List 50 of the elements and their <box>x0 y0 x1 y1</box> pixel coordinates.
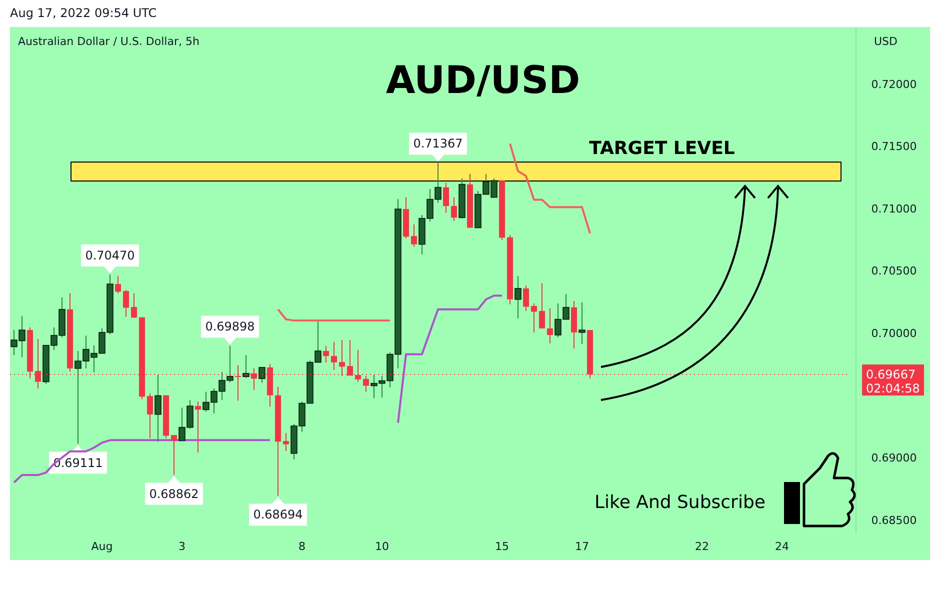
candlestick <box>123 290 129 318</box>
candlestick <box>323 345 329 364</box>
annotation: 0.69898 <box>205 320 255 334</box>
annotation: 0.70470 <box>85 248 135 262</box>
candlestick <box>451 196 457 222</box>
y-tick-label: 0.71000 <box>871 202 917 216</box>
candlestick <box>171 434 177 476</box>
x-tick-label: 22 <box>695 540 709 553</box>
text: 02:04:58 <box>866 382 920 396</box>
annotation: 0.69111 <box>53 456 103 470</box>
x-tick-label: 8 <box>298 540 306 553</box>
y-tick-label: 0.71500 <box>871 140 917 154</box>
candlestick <box>531 302 537 333</box>
x-tick-label: 17 <box>575 540 589 553</box>
candlestick <box>578 302 586 344</box>
annotation: 0.71367 <box>413 136 463 151</box>
candlestick <box>547 308 553 344</box>
candlestick <box>514 276 522 319</box>
candlestick <box>258 366 266 384</box>
annotation: Like And Subscribe <box>594 492 766 513</box>
y-tick-label: 0.68500 <box>871 514 917 527</box>
x-tick-label: 3 <box>178 540 186 553</box>
y-tick-label: 0.70000 <box>871 327 917 340</box>
candlestick <box>195 401 201 453</box>
x-tick-label: 10 <box>375 540 389 553</box>
ref-line-label: 0.69667 <box>866 368 916 382</box>
candlestick <box>283 432 289 452</box>
y-tick-label: 0.70500 <box>871 264 917 278</box>
candlestick <box>147 392 153 439</box>
candlestick <box>411 224 417 248</box>
candlestick <box>523 285 529 312</box>
candlestick <box>242 354 250 378</box>
y-tick-label: 0.72000 <box>871 78 917 91</box>
y-tick-label: 0.69000 <box>871 452 917 465</box>
annotation: 0.68694 <box>253 508 303 522</box>
candlestick <box>154 374 162 442</box>
candlestick <box>115 275 121 294</box>
candlestick <box>539 282 545 329</box>
text: Australian Dollar / U.S. Dollar, 5h <box>18 35 200 48</box>
text: AUD/USD <box>386 58 580 102</box>
x-tick-label: Aug <box>91 540 113 553</box>
candlestick <box>131 292 137 318</box>
candlestick <box>443 182 449 214</box>
text: Aug 17, 2022 09:54 UTC <box>10 6 157 20</box>
x-tick-label: 24 <box>775 540 789 553</box>
annotation: 0.68862 <box>149 486 199 501</box>
candlestick <box>331 341 337 371</box>
band-label: TARGET LEVEL <box>589 138 735 160</box>
x-tick-label: 15 <box>495 540 509 553</box>
y-axis-title: USD <box>874 35 898 48</box>
